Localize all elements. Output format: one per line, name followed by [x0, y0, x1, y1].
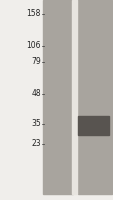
Bar: [43, 0, 72, 194]
Text: 48: 48: [31, 90, 41, 98]
Text: 23: 23: [31, 140, 41, 148]
Text: 79: 79: [31, 58, 41, 66]
Bar: [77, 0, 111, 194]
Bar: [77, 116, 108, 135]
Text: 106: 106: [26, 42, 41, 50]
Text: 35: 35: [31, 119, 41, 129]
Text: 158: 158: [26, 9, 41, 19]
Bar: [72, 0, 76, 194]
